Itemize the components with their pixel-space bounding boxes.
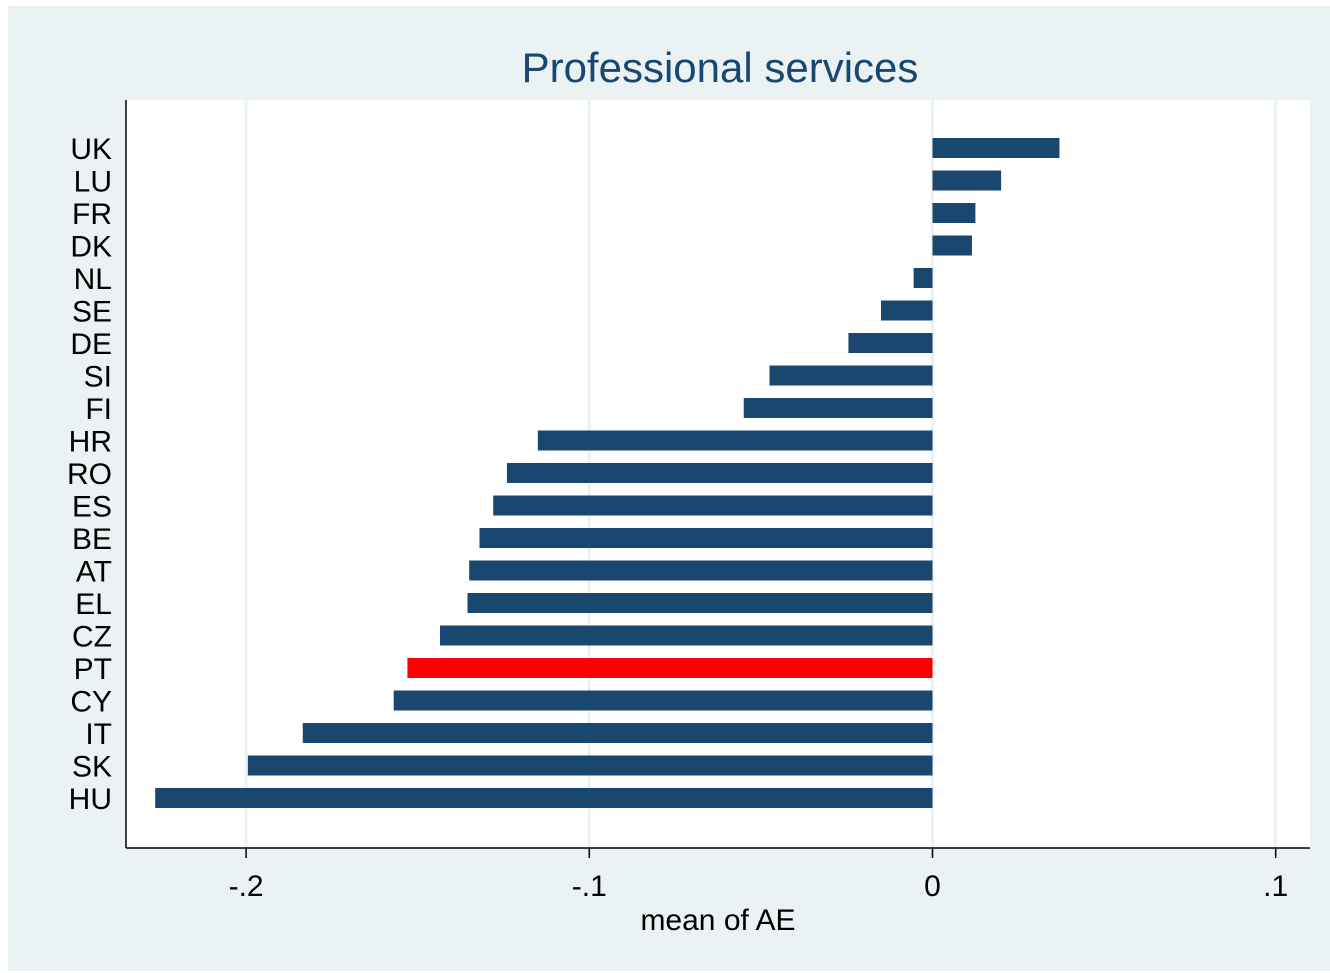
bar-it (302, 723, 933, 743)
x-tick-label: .1 (1263, 870, 1288, 903)
y-tick-label-cz: CZ (72, 621, 112, 654)
bar-dk (932, 235, 972, 256)
bar-lu (932, 170, 1002, 191)
y-tick-label-dk: DK (70, 231, 112, 264)
y-tick-label-it: IT (85, 718, 112, 751)
y-tick-label-es: ES (72, 491, 112, 524)
y-tick-label-fi: FI (85, 393, 112, 426)
bar-be (479, 528, 933, 548)
y-tick-label-uk: UK (70, 133, 112, 166)
y-tick-label-ro: RO (67, 458, 112, 491)
bar-el (467, 593, 933, 613)
bar-at (469, 560, 933, 581)
y-tick-label-hu: HU (69, 783, 112, 816)
bar-cy (393, 690, 933, 711)
bar-nl (913, 268, 933, 288)
x-tick-label: -.1 (572, 870, 607, 903)
bar-sk (247, 755, 933, 776)
y-tick-label-si: SI (84, 361, 112, 394)
bar-pt (407, 658, 933, 678)
y-tick-label-lu: LU (74, 166, 112, 199)
x-tick-label: 0 (924, 870, 941, 903)
bar-hr (537, 430, 933, 451)
y-tick-label-pt: PT (74, 653, 112, 686)
x-tick-label: -.2 (229, 870, 264, 903)
bar-hu (155, 788, 933, 808)
y-tick-label-sk: SK (72, 751, 112, 784)
y-tick-label-nl: NL (74, 263, 112, 296)
y-tick-label-fr: FR (72, 198, 112, 231)
bar-fr (932, 203, 976, 223)
x-axis-label: mean of AE (640, 904, 795, 937)
x-ticks: -.2 -.1 0 .1 (229, 848, 1288, 903)
bar-cz (440, 625, 933, 646)
y-tick-label-hr: HR (69, 426, 112, 459)
bar-de (848, 333, 933, 353)
bar-fi (743, 398, 933, 418)
chart-title: Professional services (522, 44, 919, 91)
bars (155, 138, 1060, 808)
y-tick-label-se: SE (72, 296, 112, 329)
bar-si (769, 365, 933, 386)
bar-es (493, 495, 933, 516)
y-tick-label-at: AT (76, 556, 112, 589)
y-tick-label-cy: CY (70, 686, 112, 719)
y-tick-labels: UKLUFRDKNLSEDESIFIHRROESBEATELCZPTCYITSK… (67, 133, 112, 816)
bar-se (881, 300, 933, 321)
bar-uk (932, 138, 1060, 158)
y-tick-label-el: EL (75, 588, 112, 621)
y-tick-label-be: BE (72, 523, 112, 556)
y-tick-label-de: DE (70, 328, 112, 361)
bar-ro (506, 463, 933, 483)
